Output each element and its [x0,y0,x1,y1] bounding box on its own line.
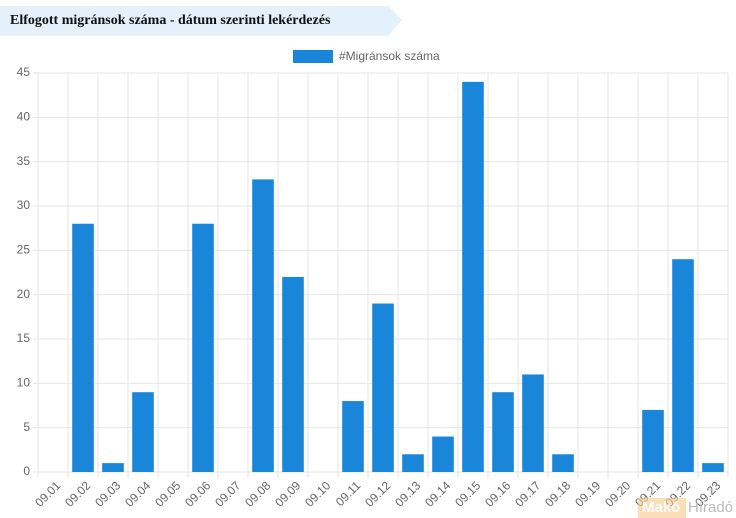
y-tick-label: 45 [17,65,31,79]
y-tick-label: 15 [17,331,31,345]
x-tick-label: 09.18 [542,478,573,509]
bar [72,223,94,472]
bar [252,179,274,472]
bar [432,436,454,472]
x-tick-label: 09.08 [242,478,273,509]
bar [552,454,574,472]
x-tick-label: 09.06 [182,478,213,509]
bar [192,223,214,472]
legend-swatch [293,50,333,63]
bar [402,454,424,472]
x-tick-label: 09.09 [272,478,303,509]
x-tick-label: 09.19 [572,478,603,509]
watermark: Híradó [688,499,733,516]
y-tick-label: 40 [17,110,31,124]
y-tick-label: 35 [17,154,31,168]
bar [132,392,154,472]
y-tick-label: 0 [23,464,30,478]
bar [372,303,394,472]
watermark-bg [638,498,686,518]
x-tick-label: 09.02 [62,478,93,509]
x-tick-label: 09.03 [92,478,123,509]
bar [492,392,514,472]
x-tick-label: 09.07 [212,478,243,509]
y-tick-label: 25 [17,243,31,257]
x-tick-label: 09.12 [362,478,393,509]
y-tick-label: 20 [17,287,31,301]
bar [102,463,124,472]
bar [282,276,304,472]
legend-label: #Migránsok száma [339,49,440,63]
x-tick-label: 09.10 [302,478,333,509]
bar [672,259,694,472]
bar [702,463,724,472]
x-tick-label: 09.05 [152,478,183,509]
y-tick-label: 30 [17,198,31,212]
title-banner [0,6,402,36]
y-tick-label: 10 [17,376,31,390]
bar [462,81,484,472]
x-tick-label: 09.04 [122,478,153,509]
x-tick-label: 09.17 [512,478,543,509]
bar [522,374,544,472]
bar [642,409,664,472]
x-tick-label: 09.14 [422,478,453,509]
x-tick-label: 09.20 [602,478,633,509]
y-tick-label: 5 [23,420,30,434]
chart-title: Elfogott migránsok száma - dátum szerint… [10,13,331,28]
x-tick-label: 09.16 [482,478,513,509]
x-tick-label: 09.01 [32,478,63,509]
x-tick-label: 09.13 [392,478,423,509]
bar [342,401,364,472]
x-tick-label: 09.15 [452,478,483,509]
x-tick-label: 09.11 [333,478,364,509]
watermark: Makó [642,499,680,516]
